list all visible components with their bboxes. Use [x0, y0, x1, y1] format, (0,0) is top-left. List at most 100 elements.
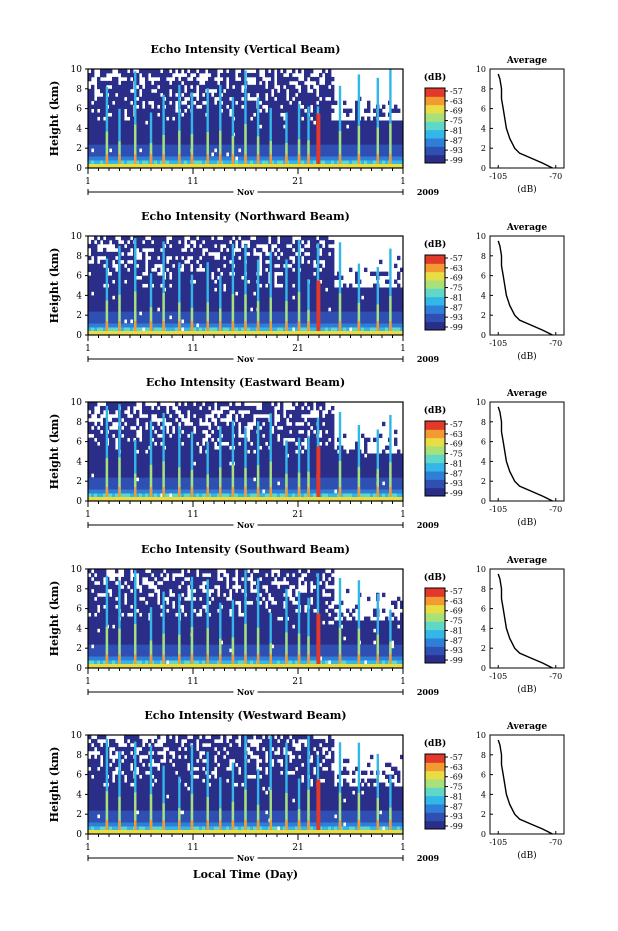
heatmap-cell: [301, 236, 305, 241]
heatmap-cell: [100, 275, 104, 280]
heatmap-cell: [199, 275, 203, 280]
heatmap-cell: [94, 453, 98, 458]
heatmap-cell: [145, 469, 149, 474]
heatmap-cell: [205, 251, 209, 257]
heatmap-cell: [313, 92, 317, 98]
heatmap-cell: [196, 279, 200, 284]
colorbar-segment: [425, 146, 445, 156]
heatmap-cell: [253, 243, 257, 249]
heatmap-cell: [250, 92, 254, 98]
heatmap-cell: [166, 287, 170, 292]
heatmap-cell: [301, 156, 305, 161]
heatmap-cell: [274, 319, 278, 324]
heatmap-cell: [160, 437, 164, 442]
heatmap-cell: [292, 148, 296, 153]
heatmap-cell: [223, 303, 227, 308]
heatmap-cell: [169, 307, 173, 312]
heatmap-cell: [223, 160, 227, 165]
heatmap-cell: [238, 156, 242, 161]
heatmap-cell: [229, 80, 233, 86]
heatmap-cell: [115, 88, 119, 94]
heatmap-cell: [355, 116, 359, 121]
heatmap-cell: [175, 311, 179, 316]
heatmap-cell: [100, 259, 104, 265]
heatmap-cell: [112, 116, 116, 121]
heatmap-cell: [124, 160, 128, 165]
heatmap-cell: [373, 315, 377, 320]
heatmap-cell: [88, 112, 92, 117]
heatmap-cell: [118, 84, 122, 90]
heatmap-spike: [178, 262, 181, 335]
heatmap-cell: [91, 263, 95, 269]
heatmap-cell: [94, 251, 98, 257]
heatmap-cell: [130, 156, 134, 161]
heatmap-cell: [280, 96, 284, 102]
heatmap-cell: [121, 247, 125, 253]
heatmap-cell: [355, 132, 359, 137]
heatmap-cell: [241, 160, 245, 165]
heatmap-cell: [166, 315, 170, 320]
heatmap-cell: [154, 279, 158, 284]
heatmap-cell: [274, 291, 278, 296]
heatmap-cell: [181, 243, 185, 249]
heatmap-cell: [349, 311, 353, 316]
heatmap-cell: [97, 263, 101, 269]
heatmap-cell: [322, 323, 326, 328]
heatmap-cell: [115, 469, 119, 474]
heatmap-cell: [124, 315, 128, 320]
heatmap-cell: [154, 251, 158, 257]
heatmap-cell: [115, 275, 119, 280]
heatmap-cell: [262, 275, 266, 280]
heatmap-cell: [193, 160, 197, 165]
heatmap-cell: [109, 457, 113, 462]
heatmap-cell: [109, 311, 113, 316]
heatmap-cell: [88, 76, 92, 82]
heatmap-cell: [391, 299, 395, 304]
heatmap-cell: [208, 275, 212, 280]
heatmap-cell: [160, 112, 164, 117]
heatmap-cell: [169, 96, 173, 102]
heatmap-cell: [88, 303, 92, 308]
heatmap-cell: [100, 307, 104, 312]
heatmap-cell: [139, 461, 143, 466]
heatmap-cell: [184, 136, 188, 141]
heatmap-cell: [109, 409, 113, 415]
heatmap-cell: [115, 259, 119, 265]
heatmap-cell: [127, 307, 131, 312]
heatmap-cell: [154, 457, 158, 462]
heatmap-cell: [148, 124, 152, 129]
heatmap-cell: [154, 449, 158, 454]
heatmap-cell: [193, 251, 197, 257]
heatmap-spike: [389, 248, 392, 335]
heatmap-cell: [301, 323, 305, 328]
heatmap-cell: [238, 116, 242, 121]
heatmap-cell: [172, 148, 176, 153]
heatmap-cell: [94, 311, 98, 316]
heatmap-cell: [124, 104, 128, 109]
heatmap-cell: [325, 275, 329, 280]
heatmap-cell: [175, 485, 179, 490]
heatmap-cell: [133, 402, 137, 407]
heatmap-cell: [247, 148, 251, 153]
heatmap-cell: [313, 247, 317, 253]
heatmap-cell: [301, 267, 305, 273]
heatmap-cell: [166, 275, 170, 280]
heatmap-cell: [328, 128, 332, 133]
heatmap-cell: [136, 92, 140, 98]
heatmap-cell: [91, 160, 95, 165]
heatmap-cell: [220, 323, 224, 328]
heatmap-cell: [154, 299, 158, 304]
heatmap-cell: [139, 267, 143, 273]
heatmap-cell: [181, 108, 185, 113]
heatmap-cell: [283, 132, 287, 137]
heatmap-cell: [157, 140, 161, 145]
heatmap-cell: [193, 144, 197, 149]
heatmap-cell: [382, 148, 386, 153]
heatmap-cell: [322, 92, 326, 98]
heatmap-cell: [220, 315, 224, 320]
heatmap-cell: [304, 315, 308, 320]
heatmap-cell: [181, 88, 185, 94]
heatmap-cell: [199, 239, 203, 245]
heatmap-cell: [211, 84, 215, 90]
heatmap-cell: [118, 69, 122, 74]
